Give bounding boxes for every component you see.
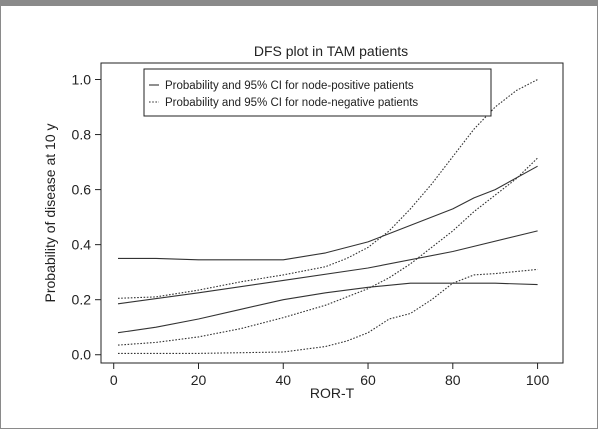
x-tick-label: 60 xyxy=(360,372,376,388)
y-tick-label: 1.0 xyxy=(72,72,92,88)
legend: Probability and 95% CI for node-positive… xyxy=(143,68,492,117)
plot-area xyxy=(100,62,564,364)
x-axis-title: ROR-T xyxy=(310,385,355,401)
legend-label-node-negative: Probability and 95% CI for node-negative… xyxy=(165,97,418,109)
series-line-upper xyxy=(117,79,538,299)
y-tick-label: 0.2 xyxy=(72,292,92,308)
x-tick-label: 40 xyxy=(275,372,291,388)
y-axis-title: Probability of disease at 10 y xyxy=(42,124,58,303)
series-line-lower xyxy=(118,268,538,354)
legend-label-node-positive: Probability and 95% CI for node-positive… xyxy=(165,80,414,92)
series-node-positive xyxy=(117,165,538,334)
series-node-negative xyxy=(117,79,538,354)
x-tick-label: 20 xyxy=(191,372,207,388)
axis-ticks: 0 20 40 60 80 100 0.0 0.2 0.4 0.6 0.8 1.0 xyxy=(72,72,550,388)
x-tick-label: 0 xyxy=(110,372,118,388)
y-tick-label: 0.4 xyxy=(72,237,92,253)
series-layer xyxy=(117,79,538,354)
series-line-estimate xyxy=(117,157,538,346)
figure-top-border xyxy=(0,0,598,6)
y-tick-label: 0.0 xyxy=(72,347,92,363)
legend-box xyxy=(143,68,492,117)
x-tick-label: 100 xyxy=(526,372,550,388)
series-line-estimate xyxy=(117,230,538,305)
y-tick-label: 0.8 xyxy=(72,127,92,143)
series-line-lower xyxy=(117,282,538,334)
chart-title: DFS plot in TAM patients xyxy=(254,43,408,59)
series-line-upper xyxy=(118,165,538,261)
x-tick-label: 80 xyxy=(445,372,461,388)
y-tick-label: 0.6 xyxy=(72,182,92,198)
